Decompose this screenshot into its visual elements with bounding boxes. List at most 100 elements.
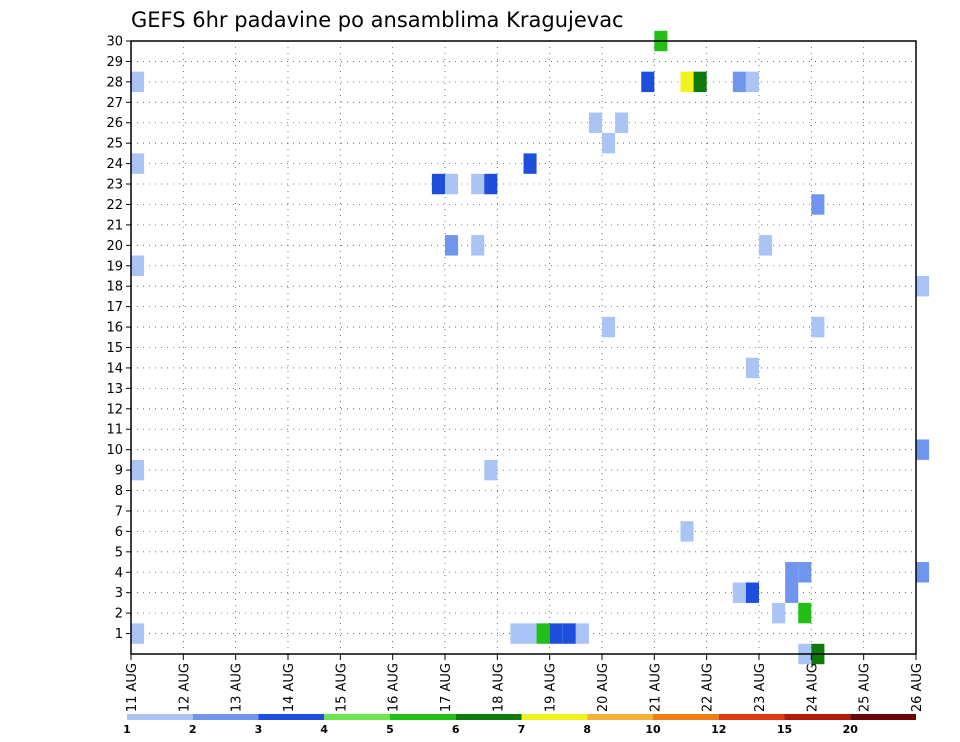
- x-tick-label: 22 AUG: [701, 663, 716, 712]
- precip-cell: [641, 71, 655, 93]
- legend-swatch: [324, 714, 390, 720]
- legend-label: 5: [386, 723, 394, 736]
- precip-cell: [798, 602, 812, 624]
- legend-swatch: [521, 714, 588, 720]
- y-tick-label: 20: [106, 239, 123, 254]
- y-tick-label: 27: [106, 96, 123, 111]
- precip-cell: [916, 275, 930, 297]
- precip-cell: [549, 623, 563, 644]
- y-tick-label: 30: [106, 35, 123, 50]
- x-tick-label: 14 AUG: [282, 663, 297, 712]
- legend-label: 15: [777, 723, 792, 736]
- y-tick-label: 7: [115, 504, 123, 519]
- precip-cell: [445, 173, 459, 195]
- legend-label: 2: [189, 723, 197, 736]
- y-tick-label: 5: [115, 545, 123, 560]
- y-tick-label: 15: [106, 341, 123, 356]
- chart-title: GEFS 6hr padavine po ansamblima Kragujev…: [131, 8, 624, 32]
- precip-cell: [510, 623, 524, 644]
- y-tick-label: 14: [106, 361, 123, 376]
- legend-label: 7: [518, 723, 526, 736]
- legend-label: 10: [645, 723, 661, 736]
- precip-cell: [588, 112, 602, 133]
- legend-swatch: [718, 714, 785, 720]
- precip-cell: [602, 132, 616, 154]
- y-tick-label: 16: [106, 321, 123, 336]
- precip-cell: [680, 71, 694, 93]
- precip-cell: [471, 235, 485, 256]
- x-tick-label: 20 AUG: [596, 663, 611, 712]
- y-tick-label: 9: [115, 464, 123, 479]
- y-tick-label: 8: [115, 484, 123, 499]
- y-tick-label: 11: [106, 423, 123, 438]
- x-tick-label: 15 AUG: [334, 663, 349, 712]
- precip-cell: [916, 439, 930, 460]
- precip-cell: [445, 235, 459, 256]
- x-tick-label: 21 AUG: [648, 663, 663, 712]
- y-tick-label: 13: [106, 382, 123, 397]
- legend-swatch: [127, 714, 193, 720]
- y-tick-label: 2: [115, 607, 123, 622]
- legend-label: 6: [452, 723, 460, 736]
- precip-cell: [798, 562, 812, 583]
- y-tick-label: 4: [115, 566, 123, 581]
- x-tick-label: 16 AUG: [387, 663, 402, 712]
- legend-swatch: [587, 714, 653, 720]
- y-tick-label: 12: [106, 402, 123, 417]
- y-tick-label: 25: [106, 137, 123, 152]
- precip-cell: [536, 623, 550, 644]
- legend-swatch: [850, 714, 916, 720]
- legend-label: 12: [711, 723, 726, 736]
- precip-cell: [602, 316, 616, 338]
- x-tick-label: 26 AUG: [910, 663, 925, 712]
- y-tick-label: 18: [106, 280, 123, 295]
- x-tick-label: 11 AUG: [125, 663, 140, 712]
- precip-cell: [431, 173, 445, 195]
- precip-cell: [523, 623, 537, 644]
- x-tick-label: 13 AUG: [230, 663, 245, 712]
- legend-swatch: [784, 714, 851, 720]
- legend-label: 4: [320, 723, 328, 736]
- precip-cell: [523, 153, 537, 174]
- precip-cell: [732, 71, 746, 93]
- x-tick-label: 25 AUG: [858, 663, 873, 712]
- precip-cell: [732, 582, 746, 603]
- precip-cell: [131, 623, 145, 644]
- y-tick-label: 24: [106, 157, 123, 172]
- legend-swatch: [192, 714, 259, 720]
- y-tick-label: 26: [106, 116, 123, 131]
- legend-swatch: [653, 714, 719, 720]
- y-axis-ticks: 1234567891011121314151617181920212223242…: [106, 35, 131, 642]
- grid-lines: [130, 40, 917, 654]
- y-tick-label: 28: [106, 75, 123, 90]
- precip-cell: [785, 562, 799, 583]
- color-legend: 1 2 3 4 5 6 7 8 10 12 15 20: [123, 714, 916, 736]
- precip-cell: [484, 459, 498, 481]
- precip-cell: [745, 582, 759, 603]
- precip-cell: [484, 173, 498, 195]
- x-tick-label: 17 AUG: [439, 663, 454, 712]
- x-axis-ticks: 11 AUG 12 AUG 13 AUG 14 AUG 15 AUG 16 AUG 17 A…: [125, 654, 925, 712]
- legend-label: 8: [583, 723, 591, 736]
- x-tick-label: 24 AUG: [805, 663, 820, 712]
- precip-cell: [811, 194, 825, 215]
- precip-cells: [131, 30, 930, 665]
- x-tick-label: 12 AUG: [177, 663, 192, 712]
- x-tick-label: 23 AUG: [753, 663, 768, 712]
- precip-cell: [811, 316, 825, 338]
- y-tick-label: 23: [106, 178, 123, 193]
- precip-cell: [745, 357, 759, 379]
- y-tick-label: 1: [115, 627, 123, 642]
- y-tick-label: 21: [106, 218, 123, 233]
- precip-cell: [916, 562, 930, 583]
- x-tick-label: 19 AUG: [544, 663, 559, 712]
- y-tick-label: 22: [106, 198, 123, 213]
- precip-cell: [575, 623, 589, 644]
- precip-cell: [131, 255, 145, 276]
- precip-cell: [131, 153, 145, 174]
- precip-cell: [772, 602, 786, 624]
- y-tick-label: 10: [106, 443, 123, 458]
- y-tick-label: 17: [106, 300, 123, 315]
- legend-swatch: [390, 714, 456, 720]
